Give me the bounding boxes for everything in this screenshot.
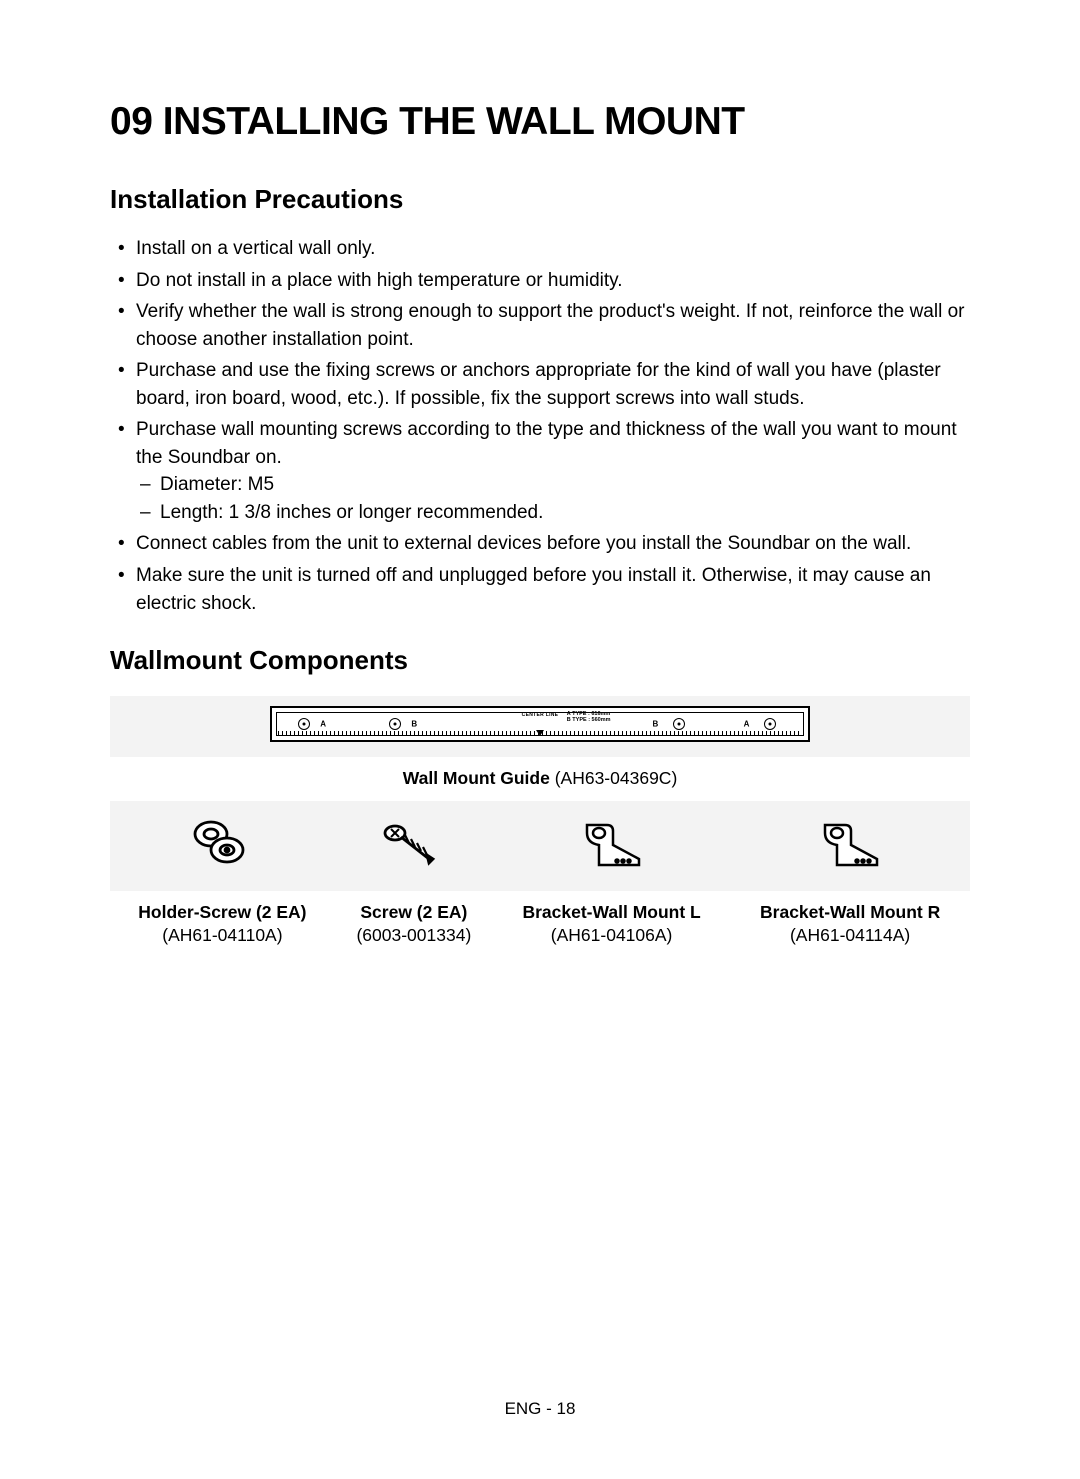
precaution-subitem: Diameter: M5 <box>136 471 970 499</box>
guide-mark-a-right: A <box>744 720 750 729</box>
precaution-item: Do not install in a place with high temp… <box>110 267 970 295</box>
component-part: (AH61-04114A) <box>736 924 964 948</box>
screw-icon <box>379 819 449 867</box>
guide-mark-b-left: B <box>411 720 417 729</box>
bracket-l-label: Bracket-Wall Mount L (AH61-04106A) <box>493 891 730 958</box>
page-title: 09 INSTALLING THE WALL MOUNT <box>110 100 970 144</box>
holder-screw-cell <box>110 801 335 891</box>
bracket-l-icon <box>567 815 657 871</box>
bracket-r-label: Bracket-Wall Mount R (AH61-04114A) <box>730 891 970 958</box>
precaution-subitem: Length: 1 3/8 inches or longer recommend… <box>136 499 970 527</box>
precaution-item: Purchase and use the fixing screws or an… <box>110 357 970 412</box>
component-part: (AH61-04110A) <box>116 924 329 948</box>
component-name: Bracket-Wall Mount R <box>736 901 964 925</box>
guide-label-part: (AH63-04369C) <box>550 768 677 788</box>
main-title-text: INSTALLING THE WALL MOUNT <box>163 100 745 143</box>
precaution-text: Purchase wall mounting screws according … <box>136 419 957 468</box>
guide-centerline: CENTER LINE <box>522 712 559 718</box>
bracket-r-icon <box>805 815 895 871</box>
guide-label-bold: Wall Mount Guide <box>403 768 550 788</box>
precautions-heading: Installation Precautions <box>110 184 970 215</box>
wall-mount-guide-icon: A B CENTER LINE A TYPE : 616mm B TYPE : … <box>270 706 810 742</box>
precaution-item: Purchase wall mounting screws according … <box>110 416 970 526</box>
component-part: (6003-001334) <box>341 924 487 948</box>
precaution-item: Install on a vertical wall only. <box>110 235 970 263</box>
components-table: A B CENTER LINE A TYPE : 616mm B TYPE : … <box>110 696 970 958</box>
wall-mount-guide-cell: A B CENTER LINE A TYPE : 616mm B TYPE : … <box>110 696 970 757</box>
guide-mark-a-left: A <box>320 720 326 729</box>
wall-mount-guide-label: Wall Mount Guide (AH63-04369C) <box>110 757 970 801</box>
component-part: (AH61-04106A) <box>499 924 724 948</box>
holder-screw-label: Holder-Screw (2 EA) (AH61-04110A) <box>110 891 335 958</box>
screw-cell <box>335 801 493 891</box>
bracket-r-cell <box>730 801 970 891</box>
component-name: Holder-Screw (2 EA) <box>116 901 329 925</box>
bracket-l-cell <box>493 801 730 891</box>
precaution-item: Make sure the unit is turned off and unp… <box>110 562 970 617</box>
component-name: Bracket-Wall Mount L <box>499 901 724 925</box>
guide-type-b: B TYPE : 560mm <box>567 717 611 723</box>
section-number: 09 <box>110 100 152 143</box>
screw-label: Screw (2 EA) (6003-001334) <box>335 891 493 958</box>
holder-screw-icon <box>187 816 257 870</box>
precautions-list: Install on a vertical wall only. Do not … <box>110 235 970 617</box>
components-heading: Wallmount Components <box>110 645 970 676</box>
page-footer: ENG - 18 <box>0 1399 1080 1419</box>
component-name: Screw (2 EA) <box>341 901 487 925</box>
precaution-sublist: Diameter: M5 Length: 1 3/8 inches or lon… <box>136 471 970 526</box>
precaution-item: Connect cables from the unit to external… <box>110 530 970 558</box>
precaution-item: Verify whether the wall is strong enough… <box>110 298 970 353</box>
guide-mark-b-right: B <box>653 720 659 729</box>
